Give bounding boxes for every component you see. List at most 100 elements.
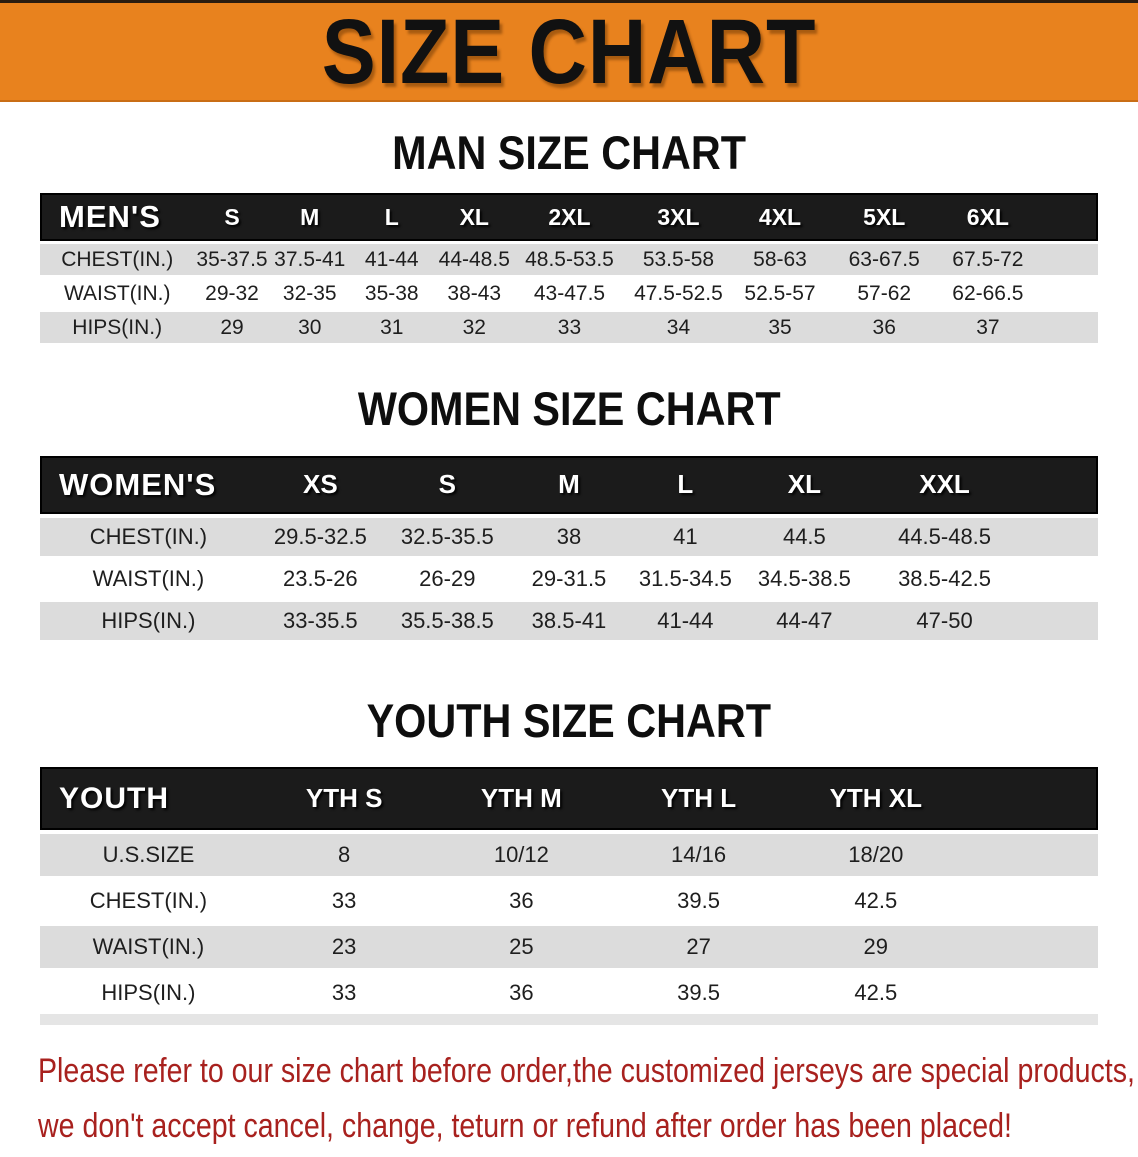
value-cell: 34.5-38.5 bbox=[743, 555, 866, 598]
value-cell: 52.5-57 bbox=[732, 275, 828, 310]
value-cell: 38-43 bbox=[433, 275, 515, 310]
value-cell: 39.5 bbox=[611, 968, 786, 1015]
size-header-cell: L bbox=[349, 193, 434, 242]
value-cell: 33 bbox=[256, 968, 432, 1015]
value-cell: 31.5-34.5 bbox=[627, 555, 744, 598]
value-cell: 38 bbox=[510, 513, 628, 556]
notice-line-2-text: we don't accept cancel, change, teturn o… bbox=[38, 1107, 1012, 1146]
notice-line-1-text: Please refer to our size chart before or… bbox=[38, 1052, 1135, 1091]
value-cell: 32-35 bbox=[269, 275, 350, 310]
women-section-heading: WOMEN SIZE CHART bbox=[0, 384, 1138, 434]
row-label-cell: WAIST(IN.) bbox=[40, 555, 257, 598]
men-section-heading-text: MAN SIZE CHART bbox=[392, 126, 746, 179]
size-header-cell: 4XL bbox=[732, 193, 828, 242]
value-cell: 35-37.5 bbox=[194, 241, 270, 276]
row-label-cell: HIPS(IN.) bbox=[40, 968, 257, 1015]
youth-section-heading: YOUTH SIZE CHART bbox=[0, 693, 1138, 747]
value-cell: 23.5-26 bbox=[256, 555, 384, 598]
row-label-cell: CHEST(IN.) bbox=[40, 513, 257, 556]
value-cell: 58-63 bbox=[732, 241, 828, 276]
value-cell: 35-38 bbox=[349, 275, 434, 310]
men-size-table: MEN'S S M L XL 2XL 3XL 4XL 5XL 6XL CHEST(IN.) 35-37… bbox=[40, 193, 1098, 344]
size-header-cell: YTH S bbox=[256, 767, 432, 831]
value-cell: 35 bbox=[732, 309, 828, 344]
value-cell: 44-48.5 bbox=[433, 241, 515, 276]
value-cell: 34 bbox=[623, 309, 733, 344]
value-cell: 63-67.5 bbox=[827, 241, 942, 276]
size-header-cell: 6XL bbox=[941, 193, 1035, 242]
value-cell: 36 bbox=[431, 968, 612, 1015]
value-cell: 35.5-38.5 bbox=[383, 597, 511, 640]
size-header-cell: XL bbox=[743, 455, 866, 514]
size-header-cell: 5XL bbox=[827, 193, 942, 242]
value-cell: 44-47 bbox=[743, 597, 866, 640]
row-filler-cell bbox=[1023, 555, 1098, 598]
value-cell: 37 bbox=[941, 309, 1035, 344]
row-label-cell: HIPS(IN.) bbox=[40, 309, 195, 344]
women-size-table: WOMEN'S XS S M L XL XXL CHEST(IN.) 29.5-32.5 32.5… bbox=[40, 455, 1098, 640]
table-row: CHEST(IN.) 29.5-32.5 32.5-35.5 38 41 44.5 44.5… bbox=[40, 513, 1098, 556]
value-cell: 53.5-58 bbox=[623, 241, 733, 276]
value-cell: 29 bbox=[194, 309, 270, 344]
value-cell: 36 bbox=[431, 876, 612, 923]
value-cell: 25 bbox=[431, 922, 612, 969]
size-header-cell: 2XL bbox=[515, 193, 624, 242]
value-cell: 10/12 bbox=[431, 830, 612, 877]
row-filler-cell bbox=[965, 968, 1098, 1015]
header-filler-cell bbox=[965, 767, 1098, 831]
value-cell: 27 bbox=[611, 922, 786, 969]
size-header-cell: 3XL bbox=[623, 193, 733, 242]
value-cell: 23 bbox=[256, 922, 432, 969]
table-title-cell: WOMEN'S bbox=[40, 455, 257, 514]
table-title-cell: YOUTH bbox=[40, 767, 257, 831]
order-notice: Please refer to our size chart before or… bbox=[0, 1047, 1138, 1157]
value-cell: 67.5-72 bbox=[941, 241, 1035, 276]
youth-section-heading-text: YOUTH SIZE CHART bbox=[366, 693, 772, 747]
row-filler-cell bbox=[965, 922, 1098, 969]
men-section-heading: MAN SIZE CHART bbox=[0, 126, 1138, 179]
row-filler-cell bbox=[965, 830, 1098, 877]
value-cell: 38.5-42.5 bbox=[865, 555, 1024, 598]
table-row: WAIST(IN.) 23 25 27 29 bbox=[40, 922, 1098, 969]
row-label-cell: CHEST(IN.) bbox=[40, 241, 195, 276]
value-cell: 41 bbox=[627, 513, 744, 556]
value-cell: 8 bbox=[256, 830, 432, 877]
row-label-cell: WAIST(IN.) bbox=[40, 275, 195, 310]
value-cell: 44.5-48.5 bbox=[865, 513, 1024, 556]
size-header-cell: YTH L bbox=[611, 767, 786, 831]
size-header-cell: L bbox=[627, 455, 744, 514]
value-cell: 57-62 bbox=[827, 275, 942, 310]
value-cell: 37.5-41 bbox=[269, 241, 350, 276]
value-cell: 26-29 bbox=[383, 555, 511, 598]
value-cell: 42.5 bbox=[785, 876, 966, 923]
value-cell: 41-44 bbox=[627, 597, 744, 640]
row-filler-cell bbox=[1023, 597, 1098, 640]
value-cell: 33 bbox=[256, 876, 432, 923]
header-filler-cell bbox=[1034, 193, 1098, 242]
table-row: CHEST(IN.) 33 36 39.5 42.5 bbox=[40, 876, 1098, 923]
value-cell: 33-35.5 bbox=[256, 597, 384, 640]
size-header-cell: M bbox=[269, 193, 350, 242]
table-row: WAIST(IN.) 29-32 32-35 35-38 38-43 43-47.5 47.… bbox=[40, 275, 1098, 310]
row-filler-cell bbox=[1034, 241, 1098, 276]
value-cell: 29 bbox=[785, 922, 966, 969]
value-cell: 38.5-41 bbox=[510, 597, 628, 640]
size-header-cell: S bbox=[194, 193, 270, 242]
row-filler-cell bbox=[1034, 275, 1098, 310]
value-cell: 29-31.5 bbox=[510, 555, 628, 598]
notice-line-2: we don't accept cancel, change, teturn o… bbox=[38, 1102, 1138, 1157]
table-row: HIPS(IN.) 33-35.5 35.5-38.5 38.5-41 41-44 44-… bbox=[40, 597, 1098, 640]
table-row: HIPS(IN.) 29 30 31 32 33 34 35 36 37 bbox=[40, 309, 1098, 344]
value-cell: 31 bbox=[349, 309, 434, 344]
value-cell: 47.5-52.5 bbox=[623, 275, 733, 310]
youth-size-table: YOUTH YTH S YTH M YTH L YTH XL U.S.SIZE 8 10/12… bbox=[40, 767, 1098, 1026]
notice-line-1: Please refer to our size chart before or… bbox=[38, 1047, 1138, 1102]
table-title-cell: MEN'S bbox=[40, 193, 195, 242]
value-cell: 42.5 bbox=[785, 968, 966, 1015]
row-filler-cell bbox=[965, 876, 1098, 923]
value-cell: 48.5-53.5 bbox=[515, 241, 624, 276]
value-cell: 32 bbox=[433, 309, 515, 344]
size-header-cell: YTH XL bbox=[785, 767, 966, 831]
size-header-cell: XXL bbox=[865, 455, 1024, 514]
row-filler-cell bbox=[1023, 513, 1098, 556]
